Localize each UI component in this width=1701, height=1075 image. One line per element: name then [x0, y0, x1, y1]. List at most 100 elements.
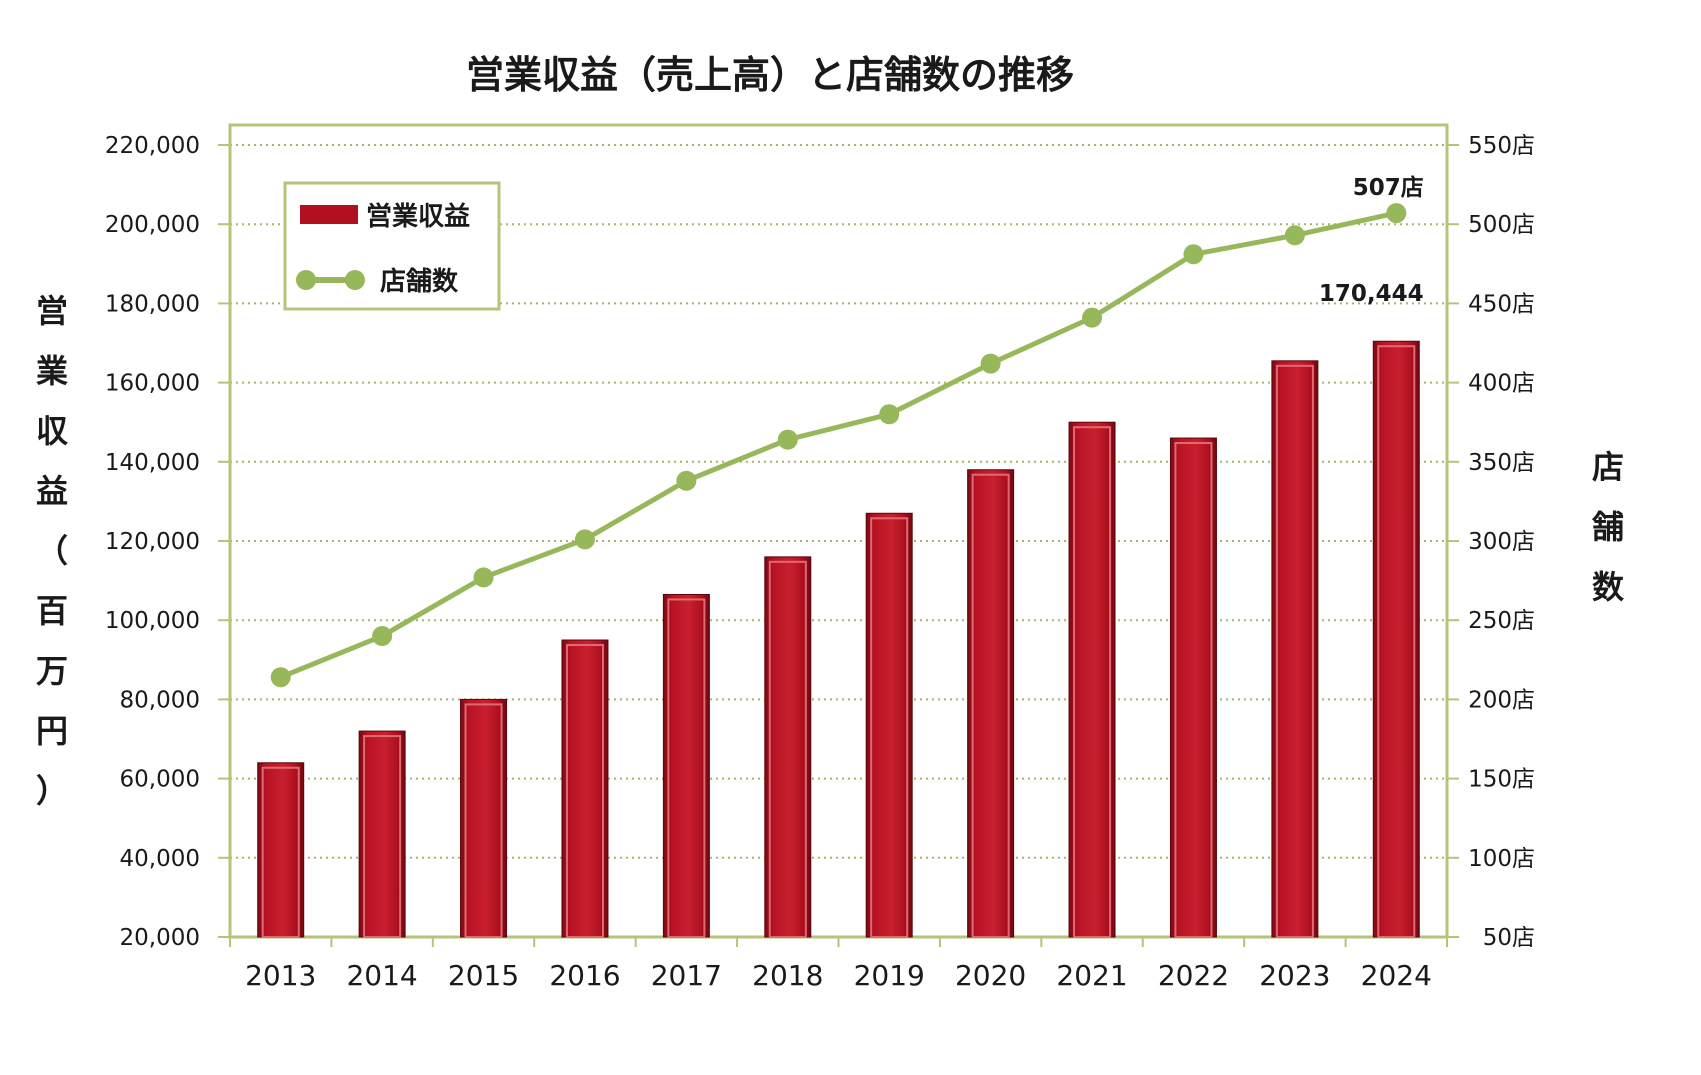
- left-tick-label: 80,000: [120, 687, 200, 713]
- left-tick-label: 220,000: [105, 133, 200, 159]
- right-axis-label-char: 店: [1592, 448, 1624, 486]
- left-tick-label: 200,000: [105, 212, 200, 238]
- left-axis-label-char: 営: [36, 292, 68, 330]
- bar-body: [1068, 421, 1116, 938]
- left-axis-label-char: 業: [36, 352, 68, 390]
- store-point-2019: [879, 404, 900, 425]
- category-label-2024: 2024: [1361, 959, 1432, 992]
- store-count-polyline: [279, 210, 1397, 680]
- right-axis-ticks: 50店 100店 150店 200店 250店 300店 350店 400店 450店 500店 5…: [1468, 133, 1535, 951]
- bar-body: [865, 512, 913, 938]
- bar-2024: [1372, 340, 1420, 938]
- store-point-2021: [1082, 307, 1103, 328]
- store-count-line: [270, 203, 1407, 688]
- category-labels: 2013 2014 2015 2016 2017 2018 2019 2020 2021 2022…: [245, 959, 1432, 992]
- bar-2021: [1068, 421, 1116, 938]
- store-point-2020: [980, 353, 1001, 374]
- right-axis-label: 店舗数: [1591, 448, 1625, 606]
- store-point-2015: [473, 567, 494, 588]
- bar-2020: [967, 469, 1015, 938]
- bar-bevel: [261, 766, 300, 939]
- left-tick-label: 140,000: [105, 450, 200, 476]
- left-tick-label: 120,000: [105, 529, 200, 555]
- left-axis-label-char: 百: [36, 592, 68, 630]
- bar-bevel: [1377, 345, 1416, 938]
- store-point-2016: [574, 529, 595, 550]
- left-tick-label: 180,000: [105, 291, 200, 317]
- bar-body: [358, 730, 406, 938]
- axes: [218, 123, 1459, 947]
- legend-bar-swatch: [300, 205, 358, 224]
- store-point-2022: [1183, 244, 1204, 265]
- bar-bevel: [1174, 442, 1213, 938]
- left-tick-label: 160,000: [105, 371, 200, 397]
- category-label-2014: 2014: [346, 959, 417, 992]
- bar-2017: [662, 593, 710, 939]
- left-axis-label-char: 円: [36, 712, 68, 750]
- legend-line-marker-left: [296, 270, 316, 290]
- store-point-2024: [1386, 203, 1407, 224]
- legend: 営業収益 店舗数: [283, 181, 501, 311]
- bar-body: [561, 639, 609, 938]
- right-tick-label: 50店: [1483, 925, 1535, 951]
- right-tick-label: 550店: [1468, 133, 1535, 159]
- legend-frame: [283, 181, 501, 311]
- revenue-bars: [257, 340, 1420, 939]
- store-point-2013: [270, 667, 291, 688]
- right-tick-label: 150店: [1468, 767, 1535, 793]
- bar-bevel: [1275, 364, 1314, 938]
- bar-bevel: [464, 703, 503, 939]
- category-label-2022: 2022: [1158, 959, 1229, 992]
- left-tick-label: 20,000: [120, 925, 200, 951]
- annotation-store-count-2024: 507店: [1353, 175, 1424, 201]
- legend-line-marker-right: [345, 270, 365, 290]
- right-tick-label: 350店: [1468, 450, 1535, 476]
- left-axis-label-char: ）: [36, 772, 68, 810]
- store-point-2014: [372, 626, 393, 647]
- bar-body: [1372, 340, 1420, 938]
- category-label-2017: 2017: [651, 959, 722, 992]
- right-axis-label-char: 数: [1592, 568, 1625, 606]
- store-point-2023: [1284, 225, 1305, 246]
- right-axis-label-char: 舗: [1591, 508, 1624, 546]
- bar-bevel: [1073, 426, 1112, 938]
- left-axis-label: 営業収益 （ 百万円 ）: [36, 292, 68, 810]
- category-label-2020: 2020: [955, 959, 1026, 992]
- category-label-2013: 2013: [245, 959, 316, 992]
- bar-body: [764, 556, 812, 938]
- chart-title: 営業収益（売上高）と店舗数の推移: [466, 53, 1074, 97]
- bar-body: [460, 698, 508, 938]
- right-tick-label: 100店: [1468, 846, 1535, 872]
- bar-2013: [257, 762, 305, 939]
- category-label-2019: 2019: [854, 959, 925, 992]
- bar-2014: [358, 730, 406, 939]
- bar-2018: [764, 556, 812, 939]
- bar-bevel: [870, 517, 909, 939]
- category-label-2015: 2015: [448, 959, 519, 992]
- bar-bevel: [971, 473, 1010, 938]
- right-tick-label: 450店: [1468, 291, 1535, 317]
- bar-bevel: [768, 560, 807, 939]
- annotation-revenue-2024: 170,444: [1319, 281, 1424, 307]
- right-tick-label: 500店: [1468, 212, 1535, 238]
- right-tick-label: 300店: [1468, 529, 1535, 555]
- bar-body: [1169, 437, 1217, 938]
- left-axis-label-char: 益: [36, 472, 68, 510]
- left-tick-label: 100,000: [105, 608, 200, 634]
- category-label-2018: 2018: [752, 959, 823, 992]
- category-label-2021: 2021: [1056, 959, 1127, 992]
- right-tick-label: 200店: [1468, 687, 1535, 713]
- left-axis-label-char: 収: [36, 412, 68, 450]
- category-label-2023: 2023: [1259, 959, 1330, 992]
- store-point-2017: [676, 470, 697, 491]
- bar-body: [662, 593, 710, 938]
- left-axis-label-char: （: [36, 532, 68, 570]
- right-tick-label: 400店: [1468, 371, 1535, 397]
- left-axis-label-char: 万: [36, 652, 68, 690]
- bar-body: [967, 469, 1015, 938]
- bar-body: [257, 762, 305, 938]
- right-tick-label: 250店: [1468, 608, 1535, 634]
- legend-stores-label: 店舗数: [380, 267, 459, 297]
